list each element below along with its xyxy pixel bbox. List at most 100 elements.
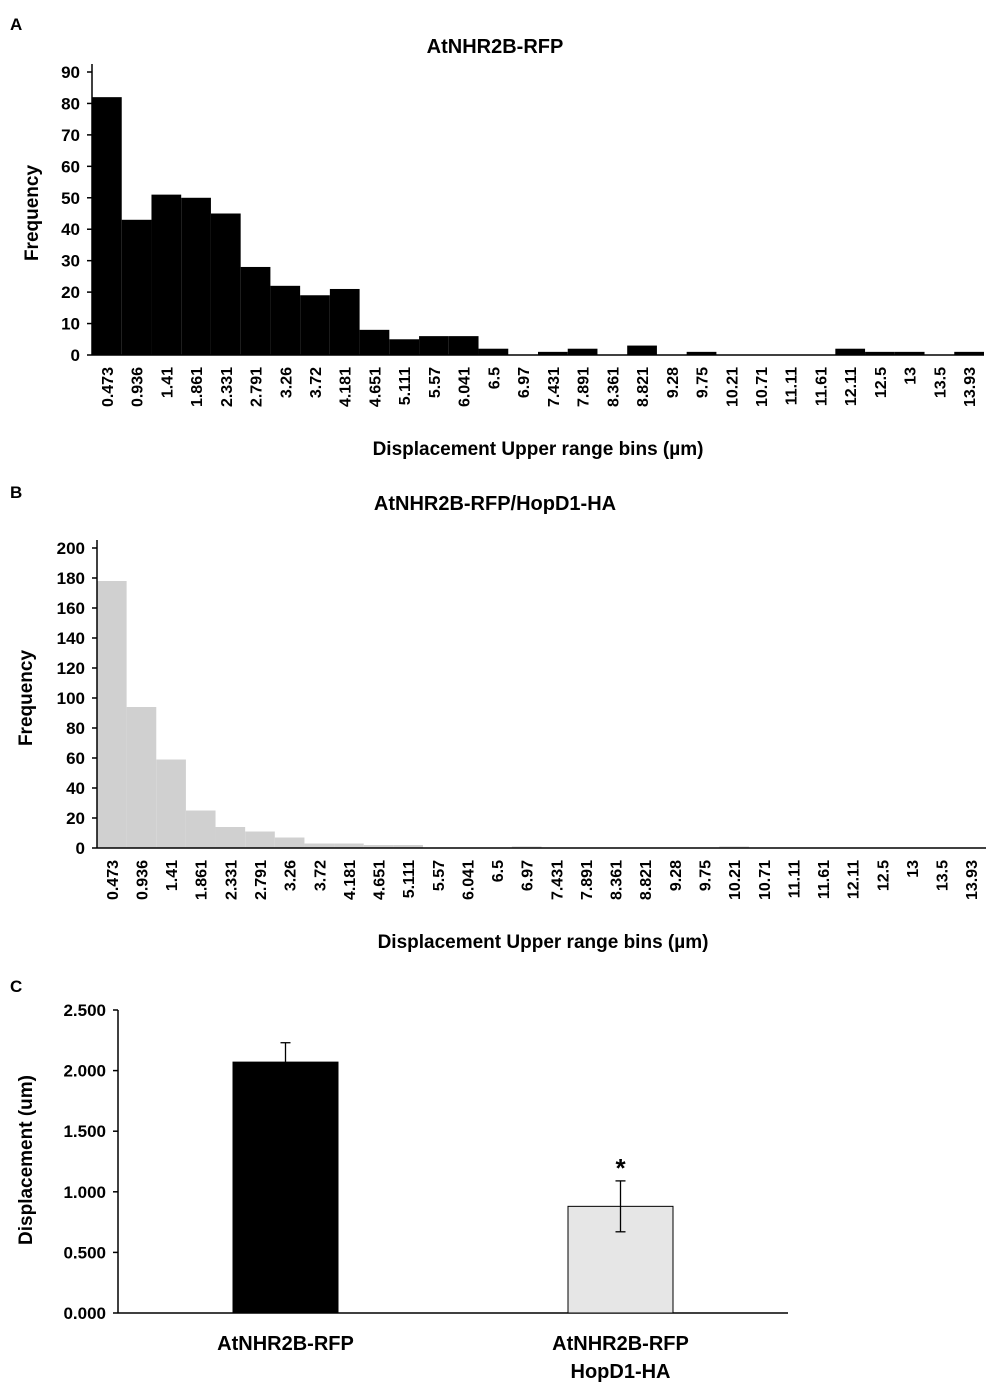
y-tick-label-a-1: 10: [61, 315, 80, 334]
bar-b-8: [334, 843, 364, 848]
chart-a-title: AtNHR2B-RFP: [427, 36, 564, 58]
x-tick-label-a-28: 13.5: [932, 367, 949, 398]
bar-a-3: [181, 197, 211, 355]
x-tick-label-b-11: 5.57: [431, 860, 448, 891]
y-tick-label-a-0: 0: [71, 346, 80, 365]
x-tick-label-a-0: 0.473: [100, 367, 117, 407]
x-tick-label-b-2: 1.41: [164, 860, 181, 891]
x-tick-label-a-21: 10.21: [724, 367, 741, 407]
y-tick-label-b-1: 20: [66, 809, 85, 828]
y-tick-label-b-10: 200: [57, 539, 85, 558]
y-tick-label-b-2: 40: [66, 779, 85, 798]
x-tick-label-a-2: 1.41: [159, 367, 176, 398]
category-label-c-1-line1: AtNHR2B-RFP: [552, 1333, 689, 1355]
bar-a-25: [835, 348, 866, 355]
bar-a-4: [210, 213, 241, 355]
x-tick-label-a-8: 4.181: [338, 367, 355, 407]
y-tick-label-a-7: 70: [61, 126, 80, 145]
y-tick-label-b-5: 100: [57, 689, 85, 708]
chart-c-y-axis-label: Displacement (um): [16, 1075, 37, 1245]
x-tick-label-a-3: 1.861: [189, 367, 206, 407]
x-tick-label-a-12: 6.041: [457, 367, 474, 407]
y-tick-label-a-5: 50: [61, 189, 80, 208]
bar-b-6: [274, 837, 305, 848]
x-tick-label-b-1: 0.936: [134, 860, 151, 900]
bar-b-7: [304, 843, 335, 848]
bar-b-9: [363, 845, 394, 848]
x-tick-label-b-9: 4.651: [372, 860, 389, 900]
y-tick-label-b-4: 80: [66, 719, 85, 738]
x-tick-label-b-25: 12.11: [846, 860, 863, 899]
bar-b-5: [245, 831, 275, 848]
y-tick-label-b-0: 0: [76, 839, 85, 858]
bar-b-4: [215, 827, 246, 848]
x-tick-label-a-25: 12.11: [843, 367, 860, 406]
y-tick-label-b-3: 60: [66, 749, 85, 768]
category-label-c-1-line2: HopD1-HA: [571, 1361, 671, 1383]
x-tick-label-b-8: 4.181: [342, 860, 359, 900]
panel-label-a: A: [10, 15, 22, 34]
chart-a-x-axis-label: Displacement Upper range bins (µm): [373, 439, 704, 460]
bar-a-11: [419, 336, 449, 355]
x-tick-label-a-20: 9.75: [695, 367, 712, 398]
bar-a-8: [329, 288, 360, 355]
bar-b-3: [185, 810, 216, 848]
x-tick-label-a-18: 8.821: [635, 367, 652, 407]
x-tick-label-b-23: 11.11: [786, 860, 803, 898]
y-tick-label-c-1: 0.500: [63, 1243, 106, 1262]
histogram-chart-b: AtNHR2B-RFP/HopD1-HA Frequency Displacem…: [16, 493, 986, 953]
x-tick-label-b-16: 7.891: [579, 860, 596, 900]
bar-a-18: [627, 345, 657, 355]
x-tick-label-a-11: 5.57: [427, 367, 444, 398]
x-tick-label-b-7: 3.72: [312, 860, 329, 891]
bar-a-16: [567, 348, 598, 355]
bar-b-2: [156, 759, 186, 848]
x-tick-label-a-27: 13: [903, 367, 920, 385]
bar-a-12: [448, 336, 479, 355]
bar-c-0: [232, 1061, 339, 1314]
x-tick-label-a-15: 7.431: [546, 367, 563, 407]
x-tick-label-a-9: 4.651: [367, 367, 384, 407]
x-tick-label-b-0: 0.473: [105, 860, 122, 900]
significance-mark: *: [615, 1153, 626, 1183]
x-tick-label-b-10: 5.111: [401, 860, 418, 898]
x-tick-label-b-17: 8.361: [609, 860, 626, 900]
x-tick-label-a-4: 2.331: [219, 367, 236, 407]
bar-a-27: [894, 351, 925, 355]
x-tick-label-a-22: 10.71: [754, 367, 771, 407]
bar-b-10: [393, 845, 423, 848]
x-tick-label-b-5: 2.791: [253, 860, 270, 900]
x-tick-label-a-24: 11.61: [813, 367, 830, 406]
x-tick-label-b-19: 9.28: [668, 860, 685, 891]
y-tick-label-a-3: 30: [61, 252, 80, 271]
y-tick-label-c-0: 0.000: [63, 1304, 106, 1323]
x-tick-label-a-17: 8.361: [605, 367, 622, 407]
x-tick-label-b-21: 10.21: [727, 860, 744, 900]
x-tick-label-b-22: 10.71: [757, 860, 774, 900]
x-tick-label-a-6: 3.26: [278, 367, 295, 398]
y-tick-label-a-2: 20: [61, 283, 80, 302]
y-tick-label-a-6: 60: [61, 157, 80, 176]
bar-a-26: [865, 351, 895, 355]
panel-label-c: C: [10, 977, 22, 996]
x-tick-label-b-6: 3.26: [283, 860, 300, 891]
x-tick-label-b-28: 13.5: [935, 860, 952, 891]
bar-a-9: [359, 329, 390, 355]
x-tick-label-a-10: 5.111: [397, 367, 414, 405]
x-tick-label-a-23: 11.11: [784, 367, 801, 405]
y-tick-label-c-4: 2.000: [63, 1062, 106, 1081]
x-tick-label-b-15: 7.431: [549, 860, 566, 900]
x-tick-label-b-29: 13.93: [964, 860, 981, 900]
y-tick-label-c-2: 1.000: [63, 1183, 106, 1202]
bar-chart-c: Displacement (um) 0.000 0.500 1.000 1.500 2.…: [16, 1001, 788, 1383]
panel-label-b: B: [10, 483, 22, 502]
bar-a-0: [92, 97, 122, 355]
y-tick-label-a-8: 80: [61, 94, 80, 113]
x-tick-label-b-18: 8.821: [638, 860, 655, 900]
bar-a-10: [389, 339, 420, 355]
bar-a-2: [151, 194, 182, 355]
x-tick-label-a-13: 6.5: [486, 367, 503, 389]
bar-a-29: [954, 351, 984, 355]
x-tick-label-a-29: 13.93: [962, 367, 979, 407]
